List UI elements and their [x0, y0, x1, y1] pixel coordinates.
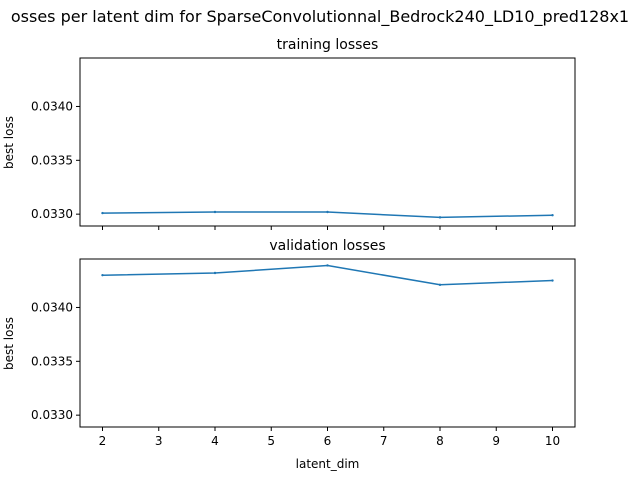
data-point-validation — [213, 271, 217, 275]
y-tick-label-validation: 0.0330 — [31, 408, 73, 422]
series-line-validation — [102, 264, 553, 286]
x-tick-label-validation: 3 — [155, 434, 163, 448]
y-tick-label-validation: 0.0340 — [31, 300, 73, 314]
x-axis-label-validation: latent_dim — [296, 457, 360, 471]
data-point-training — [438, 216, 442, 219]
data-point-validation — [101, 273, 104, 277]
plot-area-validation — [79, 258, 576, 428]
subplot-validation: validation losses best loss latent_dim 2… — [2, 238, 576, 471]
subplot-title-training: training losses — [277, 37, 379, 53]
x-tick-label-validation: 4 — [211, 434, 219, 448]
plot-area-training — [79, 57, 576, 227]
y-tick-label-validation: 0.0335 — [31, 354, 73, 368]
data-point-training — [213, 210, 217, 214]
y-tick-label-training: 0.0340 — [31, 99, 73, 113]
subplot-training: training losses best loss 0.0330 0.0335 0.… — [2, 37, 576, 230]
y-tick-label-training: 0.0330 — [31, 207, 73, 221]
subplot-title-validation: validation losses — [269, 238, 385, 254]
y-tick-label-training: 0.0335 — [31, 153, 73, 167]
figure-suptitle: osses per latent dim for SparseConvoluti… — [11, 7, 629, 27]
y-axis-label-training: best loss — [2, 116, 16, 169]
y-axis-label-validation: best loss — [2, 317, 16, 370]
data-point-validation — [551, 279, 554, 282]
x-tick-label-validation: 5 — [267, 434, 275, 448]
x-tick-label-validation: 7 — [380, 434, 388, 448]
x-tick-label-validation: 2 — [99, 434, 107, 448]
data-point-training — [551, 214, 554, 217]
data-point-training — [326, 210, 329, 214]
x-tick-label-validation: 10 — [545, 434, 560, 448]
x-tick-label-validation: 9 — [492, 434, 500, 448]
data-point-validation — [326, 264, 329, 267]
data-point-training — [101, 211, 104, 215]
x-tick-label-validation: 8 — [436, 434, 444, 448]
data-point-validation — [438, 283, 442, 287]
x-tick-label-validation: 6 — [324, 434, 332, 448]
